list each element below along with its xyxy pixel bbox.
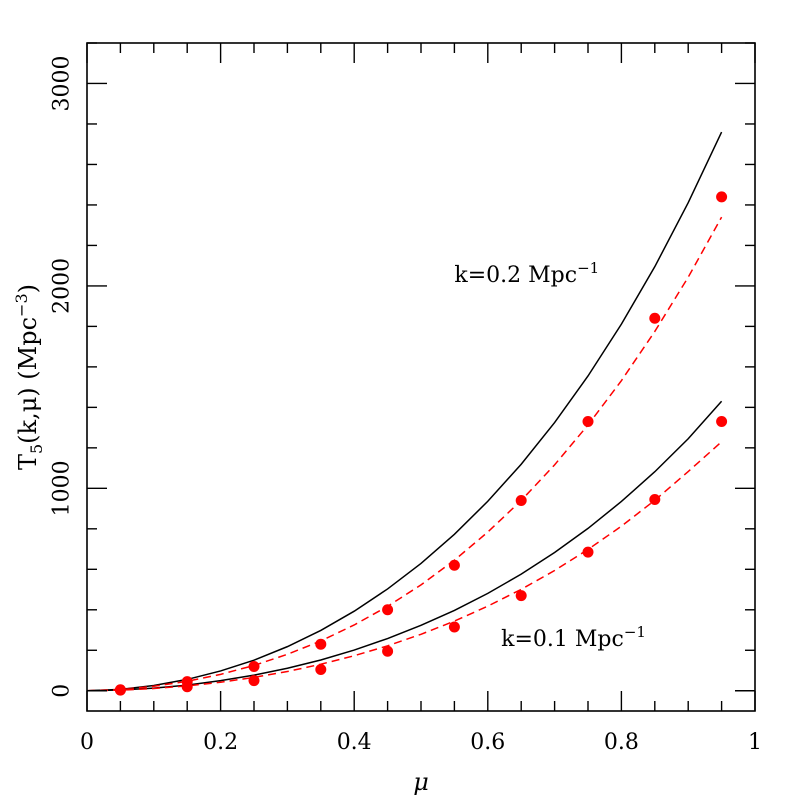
- k02-points-point: [582, 416, 594, 428]
- k01-points-point: [382, 645, 394, 657]
- x-tick-label: 0.2: [203, 730, 238, 755]
- y-tick-label: 0: [50, 684, 75, 698]
- x-tick-label: 0: [80, 730, 94, 755]
- x-tick-label: 0.8: [604, 730, 639, 755]
- annotation-k-0-1-sup: −1: [624, 623, 646, 641]
- annotation-k-0-1-text: k=0.1 Mpc: [501, 627, 624, 652]
- axis-ticks: [86, 42, 756, 711]
- y-axis-label-sub: 5: [27, 444, 46, 454]
- k01-points-point: [181, 681, 193, 693]
- k02-points-point: [649, 312, 661, 324]
- x-tick-label: 1: [748, 730, 762, 755]
- k01-points-point: [515, 590, 527, 602]
- annotation-k-0-2: k=0.2 Mpc−1: [454, 259, 599, 288]
- k02-points-point: [248, 660, 260, 672]
- y-axis-label-gap: [14, 380, 42, 388]
- x-axis-label: μ: [413, 768, 429, 796]
- k02-points-point: [716, 191, 728, 203]
- x-tick-label: 0.4: [337, 730, 372, 755]
- k02-points-point: [448, 559, 460, 571]
- k02-points-point: [515, 494, 527, 506]
- y-tick-label: 2000: [50, 258, 75, 314]
- y-axis-label-units-open: (Mpc: [14, 317, 42, 380]
- k01-points-point: [114, 684, 126, 696]
- x-tick-label: 0.6: [470, 730, 505, 755]
- k02-points-point: [315, 638, 327, 650]
- k01-points-point: [582, 546, 594, 558]
- series-points: [114, 191, 728, 696]
- k01-points-point: [448, 621, 460, 633]
- annotation-k-0-2-sup: −1: [577, 259, 599, 277]
- annotation-k-0-2-text: k=0.2 Mpc: [454, 263, 577, 288]
- annotation-k-0-1: k=0.1 Mpc−1: [501, 623, 646, 652]
- y-axis-label-units-exp: −3: [12, 293, 31, 317]
- k01-points-point: [649, 493, 661, 505]
- y-tick-label: 1000: [50, 460, 75, 516]
- y-axis-label-units-close: ): [14, 284, 42, 293]
- k01-points-point: [315, 664, 327, 676]
- k02-solid-line: [86, 131, 723, 692]
- y-axis-label: T5(k,μ) (Mpc−3): [12, 284, 46, 470]
- plot-frame: [86, 42, 756, 712]
- k01-points-point: [716, 416, 728, 428]
- k02-dashed-line: [86, 216, 723, 692]
- k01-dashed-line: [86, 441, 723, 692]
- series-lines: [86, 131, 723, 692]
- y-axis-label-args: (k,μ): [14, 387, 42, 444]
- tick-labels: 0 0.2 0.4 0.6 0.8 1 0 1000 2000 3000: [50, 55, 763, 755]
- y-axis-label-base: T: [14, 454, 42, 470]
- k01-points-point: [248, 675, 260, 687]
- k02-points-point: [382, 604, 394, 616]
- k01-solid-line: [86, 400, 723, 692]
- y-tick-label: 3000: [50, 55, 75, 111]
